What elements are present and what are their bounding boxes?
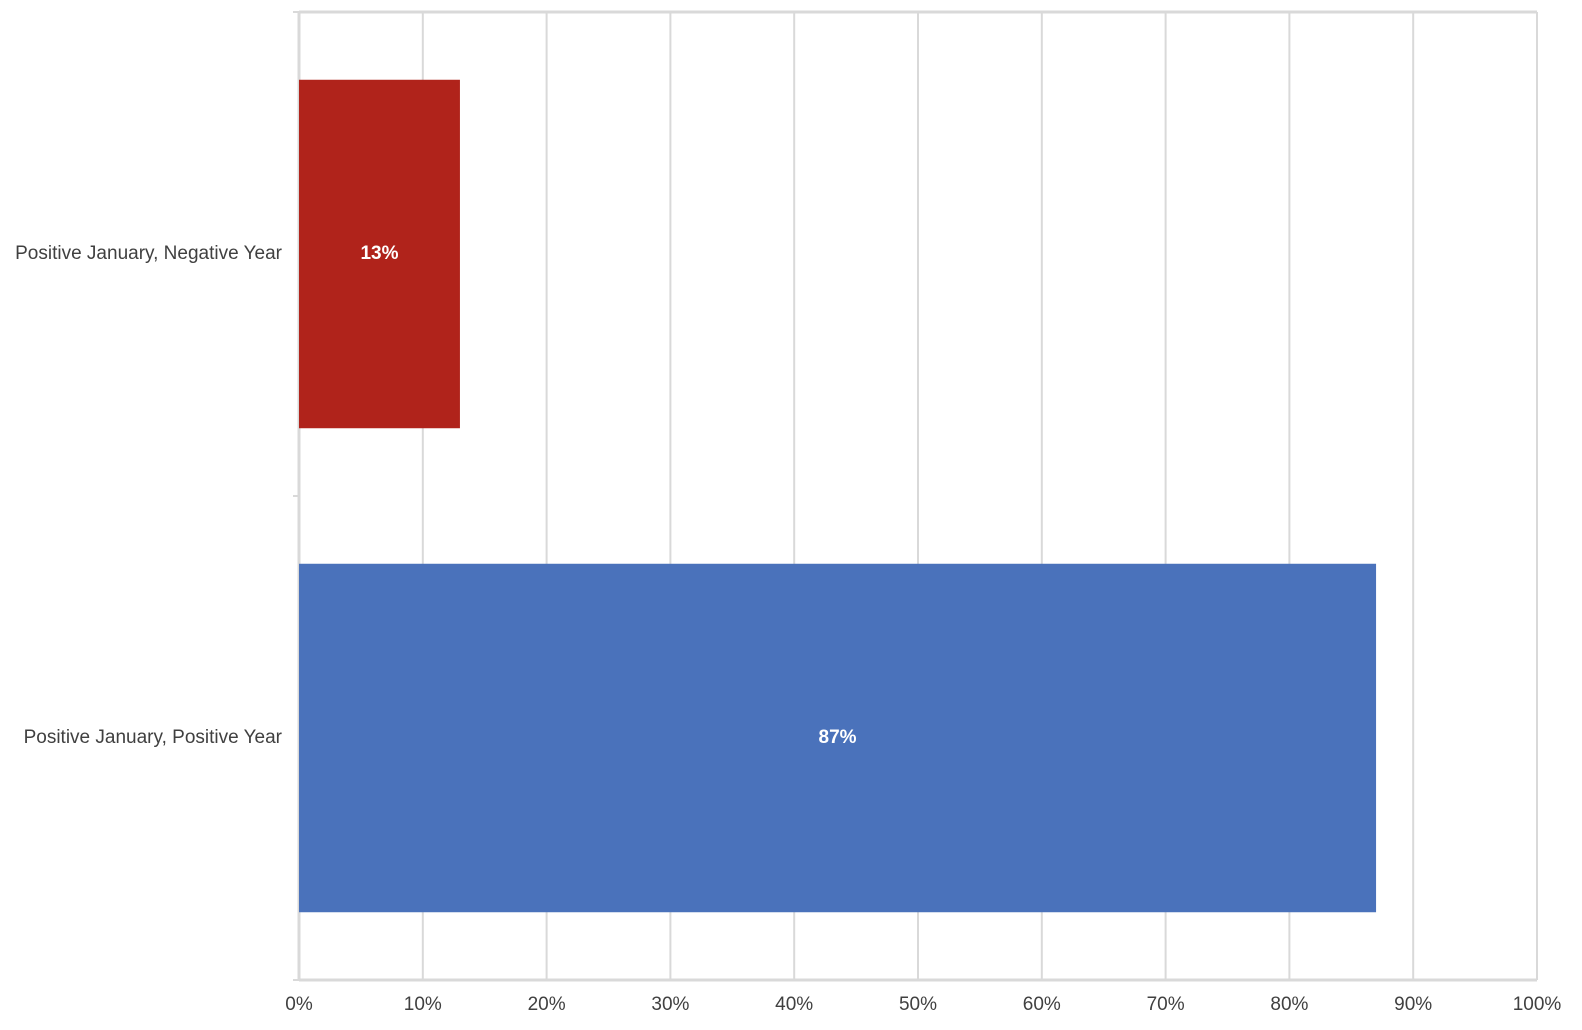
y-tick-label: Positive January, Positive Year xyxy=(24,727,283,748)
x-tick-label: 90% xyxy=(1394,994,1432,1015)
x-tick-label: 40% xyxy=(775,994,813,1015)
x-tick-label: 20% xyxy=(528,994,566,1015)
x-tick-label: 0% xyxy=(285,994,313,1015)
x-tick-label: 80% xyxy=(1270,994,1308,1015)
value-label: 13% xyxy=(360,243,398,264)
value-label: 87% xyxy=(819,727,857,748)
x-tick-label: 60% xyxy=(1023,994,1061,1015)
bar xyxy=(299,79,460,429)
bar xyxy=(299,563,1377,913)
x-tick-label: 50% xyxy=(899,994,937,1015)
y-tick-label: Positive January, Negative Year xyxy=(15,243,283,264)
x-tick-label: 70% xyxy=(1147,994,1185,1015)
x-tick-label: 100% xyxy=(1513,994,1562,1015)
x-tick-label: 30% xyxy=(651,994,689,1015)
x-tick-label: 10% xyxy=(404,994,442,1015)
